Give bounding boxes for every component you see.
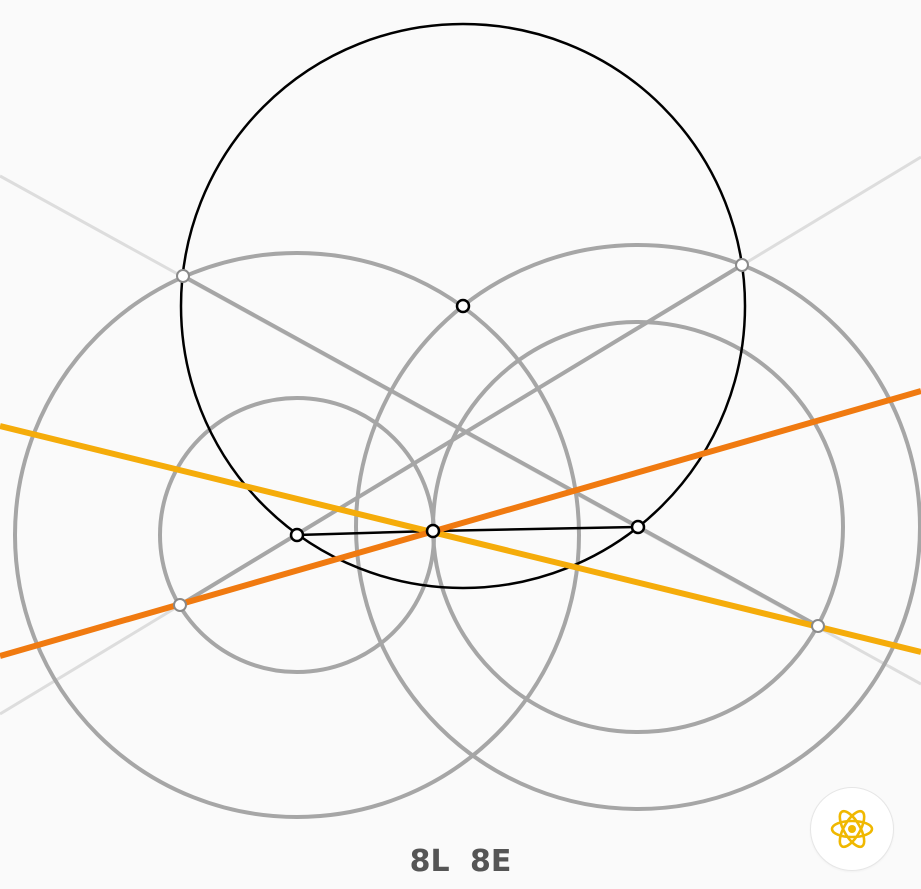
given-segment <box>296 529 434 537</box>
construction-circle <box>354 243 921 811</box>
intersection-point[interactable] <box>811 619 825 633</box>
hint-button[interactable] <box>810 787 894 871</box>
construction-circle <box>13 251 581 819</box>
lines-count: 8L <box>409 844 450 879</box>
euclid-count: 8E <box>470 844 512 879</box>
given-circle <box>179 22 747 590</box>
construction-line <box>178 263 744 607</box>
given-segment <box>432 525 639 533</box>
given-point[interactable] <box>630 519 646 535</box>
intersection-point[interactable] <box>173 598 187 612</box>
move-score: 8L 8E <box>0 842 921 882</box>
atom-icon <box>830 809 874 849</box>
intersection-point[interactable] <box>176 269 190 283</box>
construction-line <box>182 274 819 628</box>
given-point[interactable] <box>289 527 305 543</box>
goal-line-orange <box>0 388 921 659</box>
given-point[interactable] <box>425 523 441 539</box>
intersection-point[interactable] <box>735 258 749 272</box>
goal-line-yellow <box>0 423 921 655</box>
given-point[interactable] <box>455 298 471 314</box>
